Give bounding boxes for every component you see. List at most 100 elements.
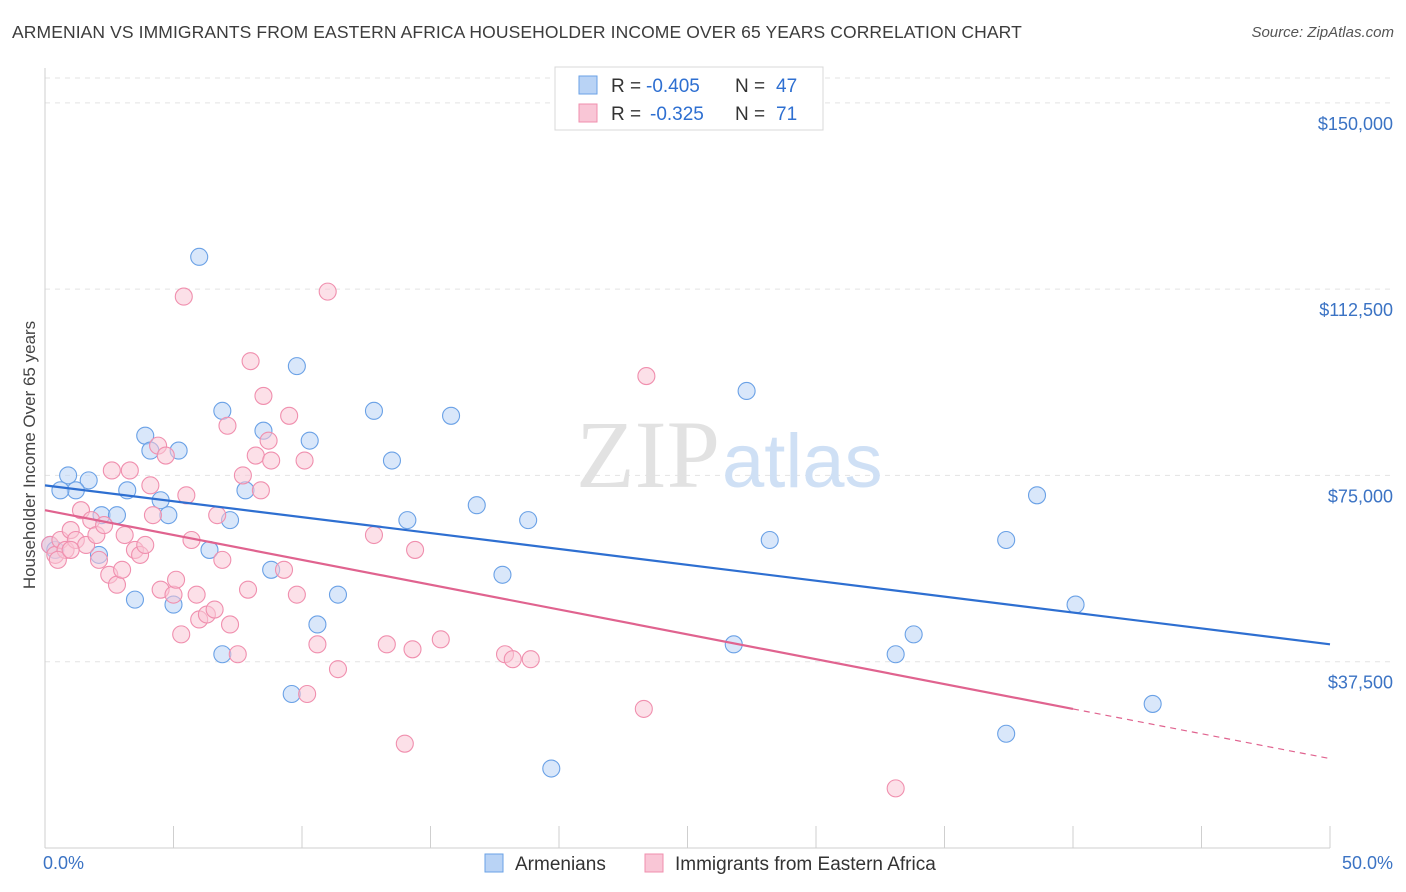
point-eastern-africa	[287, 585, 306, 604]
legend-r-label-eastern-africa: R =	[611, 104, 641, 125]
x-tick-label-min: 0.0%	[43, 853, 84, 873]
point-armenians	[1143, 694, 1162, 713]
point-eastern-africa	[246, 446, 265, 465]
stats-legend-box	[554, 66, 824, 131]
point-eastern-africa	[164, 585, 183, 604]
legend-r-label-armenians: R =	[611, 76, 641, 97]
point-eastern-africa	[634, 699, 653, 718]
axes	[44, 68, 1331, 849]
point-armenians	[125, 590, 144, 609]
point-armenians	[287, 357, 306, 376]
point-armenians	[51, 481, 70, 500]
point-armenians	[59, 466, 78, 485]
point-armenians	[282, 684, 301, 704]
chart-title: ARMENIAN VS IMMIGRANTS FROM EASTERN AFRI…	[12, 22, 1022, 42]
point-eastern-africa	[637, 367, 656, 386]
bottom-legend-swatch-armenians	[484, 853, 504, 873]
point-eastern-africa	[886, 779, 905, 798]
point-eastern-africa	[403, 640, 422, 659]
point-armenians	[308, 615, 327, 634]
point-eastern-africa	[251, 481, 270, 500]
point-armenians	[519, 511, 538, 530]
point-eastern-africa	[274, 560, 294, 579]
legend-r-value-eastern-africa: -0.325	[650, 104, 704, 125]
legend-n-value-eastern-africa: 71	[776, 104, 797, 125]
trend-lines	[44, 484, 1331, 760]
trend-line-eastern-africa-dashed	[1072, 708, 1331, 760]
point-armenians	[737, 381, 756, 401]
legend-swatch-armenians	[578, 75, 598, 95]
point-eastern-africa	[143, 506, 162, 525]
point-eastern-africa	[377, 635, 396, 654]
point-eastern-africa	[262, 451, 281, 470]
point-eastern-africa	[228, 645, 247, 664]
point-eastern-africa	[208, 506, 227, 525]
point-armenians	[886, 645, 905, 664]
legend-swatch-eastern-africa	[578, 103, 598, 123]
watermark-atlas: atlas	[722, 419, 883, 504]
y-tick-label: $112,500	[1319, 300, 1393, 320]
trend-line-eastern-africa	[44, 509, 1074, 710]
point-eastern-africa	[167, 570, 186, 589]
point-armenians	[467, 496, 486, 515]
point-eastern-africa	[241, 352, 260, 371]
point-eastern-africa	[503, 650, 522, 669]
trend-line-armenians	[44, 484, 1331, 646]
point-eastern-africa	[102, 461, 121, 480]
point-eastern-africa	[120, 461, 139, 480]
watermark-zip: ZIP	[576, 401, 720, 508]
point-eastern-africa	[298, 684, 317, 704]
stats-legend: R = -0.405 N = 47 R = -0.325 N = 71	[554, 66, 824, 131]
point-armenians	[190, 247, 209, 266]
x-tick-label-max: 50.0%	[1342, 853, 1393, 873]
point-eastern-africa	[395, 734, 414, 753]
point-eastern-africa	[233, 466, 252, 485]
point-eastern-africa	[431, 630, 450, 649]
point-eastern-africa	[95, 516, 114, 535]
point-eastern-africa	[295, 451, 314, 470]
point-armenians	[493, 565, 512, 584]
point-eastern-africa	[218, 416, 237, 435]
point-eastern-africa	[406, 540, 425, 559]
point-eastern-africa	[187, 585, 206, 604]
tick-labels: $37,500 $75,000 $112,500 $150,000 0.0% 50.0%	[43, 114, 1393, 873]
point-eastern-africa	[213, 550, 232, 569]
bottom-legend-label-eastern-africa: Immigrants from Eastern Africa	[675, 854, 936, 875]
point-armenians	[364, 401, 384, 420]
point-eastern-africa	[280, 406, 299, 425]
point-armenians	[1066, 595, 1085, 614]
point-eastern-africa	[521, 650, 540, 669]
point-eastern-africa	[364, 525, 384, 545]
y-tick-label: $150,000	[1318, 114, 1393, 134]
point-armenians	[997, 724, 1016, 743]
point-armenians	[328, 585, 348, 604]
point-eastern-africa	[61, 540, 80, 559]
point-eastern-africa	[156, 446, 175, 465]
point-armenians	[997, 530, 1016, 550]
point-armenians	[904, 625, 923, 644]
point-eastern-africa	[254, 386, 273, 405]
point-armenians	[1027, 486, 1047, 505]
point-eastern-africa	[141, 476, 160, 495]
point-eastern-africa	[172, 625, 191, 644]
source-label: Source: ZipAtlas.com	[1251, 24, 1394, 41]
point-eastern-africa	[238, 580, 258, 599]
bottom-legend-swatch-eastern-africa	[644, 853, 664, 873]
point-armenians	[300, 431, 319, 450]
point-eastern-africa	[259, 431, 278, 450]
point-eastern-africa	[113, 560, 132, 579]
series-legend: Armenians Immigrants from Eastern Africa	[484, 853, 936, 875]
legend-n-label-armenians: N =	[735, 76, 765, 97]
gridlines	[45, 77, 1395, 663]
point-eastern-africa	[318, 282, 337, 301]
point-armenians	[79, 471, 98, 490]
point-eastern-africa	[136, 535, 155, 555]
y-axis-label: Householder Income Over 65 years	[20, 321, 39, 589]
point-eastern-africa	[308, 635, 327, 654]
point-eastern-africa	[115, 525, 134, 545]
legend-n-value-armenians: 47	[776, 76, 797, 97]
point-eastern-africa	[205, 600, 224, 619]
point-armenians	[542, 759, 561, 778]
point-armenians	[398, 511, 417, 530]
